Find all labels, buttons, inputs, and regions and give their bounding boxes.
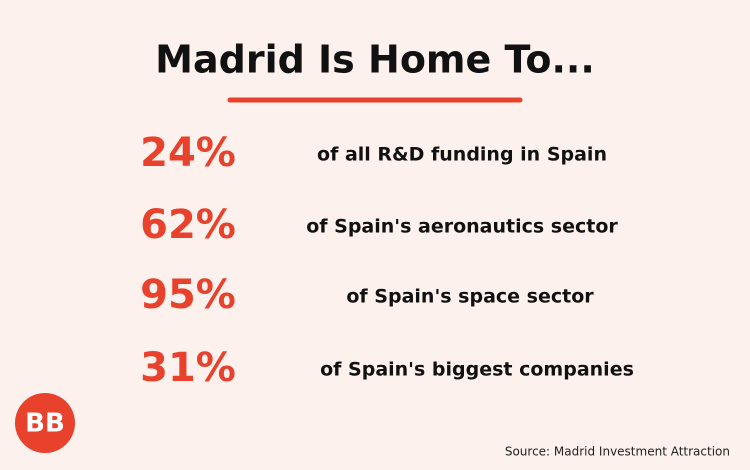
stat-value: 95% xyxy=(140,272,236,318)
stat-list: 24% of all R&D funding in Spain 62% of Spai… xyxy=(140,130,634,391)
logo-text: BB xyxy=(25,409,65,439)
stat-description: of Spain's biggest companies xyxy=(320,359,634,381)
stat-value: 62% xyxy=(140,202,236,248)
stat-description: of Spain's aeronautics sector xyxy=(306,216,618,238)
stat-value: 24% xyxy=(140,130,236,176)
source: Source: Madrid Investment Attraction xyxy=(505,445,730,459)
stat-description: of all R&D funding in Spain xyxy=(317,144,607,166)
stat-description: of Spain's space sector xyxy=(346,286,594,308)
stat-value: 31% xyxy=(140,345,236,391)
title: Madrid Is Home To... xyxy=(155,38,595,82)
logo-badge xyxy=(15,393,75,453)
